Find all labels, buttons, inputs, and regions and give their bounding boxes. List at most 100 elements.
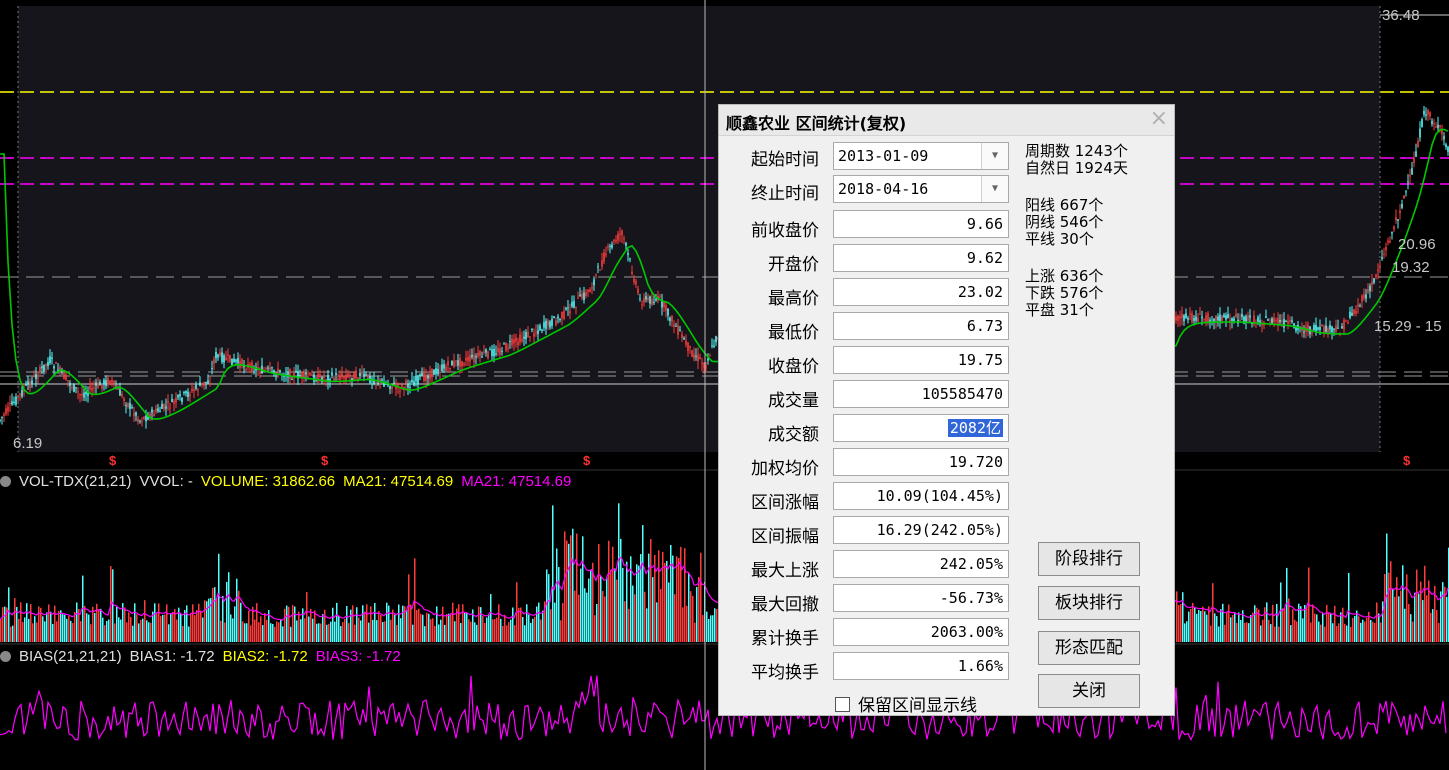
field-value-box[interactable]: 9.66 (833, 210, 1009, 238)
volume-bar (410, 604, 412, 642)
candle (99, 382, 101, 386)
volume-bar (452, 602, 454, 642)
candle (507, 347, 509, 349)
end-time-value: 2018-04-16 (838, 180, 929, 198)
candle (517, 341, 519, 346)
candle (599, 269, 601, 271)
volume-bar (500, 618, 502, 642)
candle (77, 391, 79, 393)
volume-bar (4, 606, 6, 642)
volume-bar (90, 624, 92, 642)
volume-bar (346, 606, 348, 642)
volume-bar (102, 617, 104, 642)
candle (417, 376, 419, 385)
candle (613, 239, 615, 242)
candle (39, 366, 41, 373)
candle (439, 371, 441, 373)
field-value-box[interactable]: 6.73 (833, 312, 1009, 340)
close-button[interactable]: 关闭 (1038, 674, 1140, 708)
field-value-box[interactable]: 9.62 (833, 244, 1009, 272)
volume-bar (350, 609, 352, 642)
field-value-box[interactable]: 242.05% (833, 550, 1009, 578)
volume-bar (226, 581, 228, 642)
bias-indicator-name[interactable]: BIAS(21,21,21) (19, 648, 122, 665)
checkbox-box[interactable] (835, 697, 850, 712)
volume-bar (450, 613, 452, 642)
volume-bar (272, 623, 274, 642)
volume-bar (1244, 622, 1246, 642)
candle (1445, 144, 1447, 148)
volume-bar (1282, 608, 1284, 642)
candle (433, 369, 435, 375)
candle (313, 374, 315, 382)
sector-ranking-button[interactable]: 板块排行 (1038, 586, 1140, 620)
volume-bar (104, 625, 106, 642)
volume-bar (148, 622, 150, 642)
volume-bar (468, 619, 470, 642)
volume-indicator-name[interactable]: VOL-TDX(21,21) (19, 473, 132, 490)
candle (83, 392, 85, 398)
indicator-toggle-icon[interactable] (0, 476, 11, 487)
volume-bar (262, 625, 264, 642)
candle (541, 329, 543, 331)
volume-bar (488, 614, 490, 642)
field-value-box[interactable]: 16.29(242.05%) (833, 516, 1009, 544)
volume-bar (298, 611, 300, 642)
candle (347, 373, 349, 378)
candle (271, 367, 273, 369)
price-label-right-a: 20.96 (1398, 236, 1436, 253)
volume-bar (1304, 604, 1306, 642)
candle (193, 389, 195, 392)
candle (21, 390, 23, 397)
volume-bar (190, 612, 192, 642)
volume-bar (1190, 608, 1192, 642)
field-value: 16.29(242.05%) (876, 521, 1003, 539)
field-value-box[interactable]: 19.720 (833, 448, 1009, 476)
volume-bar (38, 606, 40, 642)
volume-bar (636, 564, 638, 642)
chevron-down-icon[interactable]: ▼ (981, 176, 1008, 202)
volume-bar (312, 618, 314, 642)
end-time-select[interactable]: 2018-04-16 ▼ (833, 175, 1009, 203)
pattern-match-button[interactable]: 形态匹配 (1038, 631, 1140, 665)
candle (447, 361, 449, 366)
keep-range-line-checkbox[interactable]: 保留区间显示线 (835, 691, 977, 716)
indicator-toggle-icon[interactable] (0, 651, 11, 662)
volume-bar (1180, 603, 1182, 642)
candle (113, 380, 115, 384)
field-value-box[interactable]: -56.73% (833, 584, 1009, 612)
price-label-top-right: 36.48 (1382, 7, 1420, 24)
volume-bar (270, 623, 272, 642)
stage-ranking-button[interactable]: 阶段排行 (1038, 542, 1140, 576)
volume-bar (126, 622, 128, 642)
candle (1277, 317, 1279, 324)
field-value-box[interactable]: 105585470 (833, 380, 1009, 408)
candle (95, 382, 97, 386)
volume-bar (52, 623, 54, 642)
field-value-box[interactable]: 2063.00% (833, 618, 1009, 646)
volume-bar (1286, 567, 1288, 642)
candle (5, 408, 7, 415)
volume-bar (624, 601, 626, 642)
volume-bar (198, 603, 200, 642)
volume-bar (1372, 621, 1374, 642)
field-value-box[interactable]: 23.02 (833, 278, 1009, 306)
candle (123, 398, 125, 401)
candle (471, 354, 473, 358)
chevron-down-icon[interactable]: ▼ (981, 143, 1008, 169)
volume-bar (1264, 607, 1266, 642)
volume-bar (514, 625, 516, 642)
field-value-box[interactable]: 19.75 (833, 346, 1009, 374)
candle (265, 368, 267, 370)
volume-bar (518, 607, 520, 642)
candle (603, 252, 605, 262)
field-value-box[interactable]: 2082亿 (833, 414, 1009, 442)
field-value-box[interactable]: 1.66% (833, 652, 1009, 680)
volume-bar (694, 622, 696, 642)
field-value-box[interactable]: 10.09(104.45%) (833, 482, 1009, 510)
dialog-titlebar[interactable]: 顺鑫农业 区间统计(复权) × (719, 105, 1174, 136)
volume-bar (678, 558, 680, 642)
start-time-select[interactable]: 2013-01-09 ▼ (833, 142, 1009, 170)
close-icon[interactable]: × (1149, 106, 1168, 131)
volume-bar (1364, 621, 1366, 642)
